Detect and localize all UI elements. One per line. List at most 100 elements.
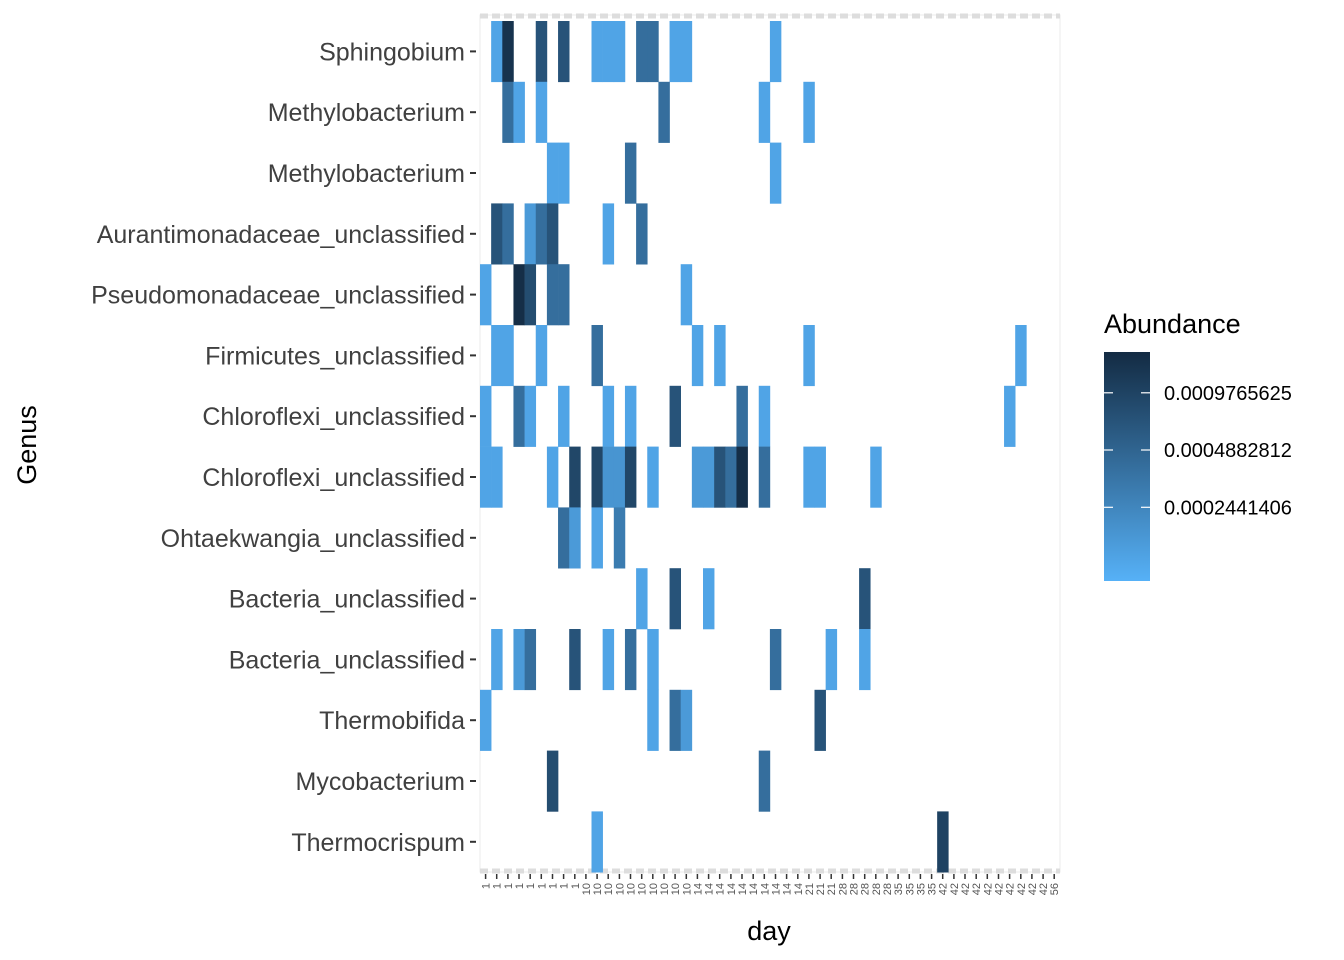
heatmap-cell: [636, 203, 648, 265]
heatmap-cell: [680, 21, 693, 83]
heatmap-cell: [502, 203, 514, 265]
heatmap-cell: [502, 81, 514, 143]
heatmap-cell: [714, 446, 726, 508]
heatmap-cell: [758, 446, 771, 508]
heatmap-cell: [703, 446, 715, 508]
x-tick-label: 28: [849, 883, 861, 895]
x-tick-label: 28: [860, 883, 872, 895]
x-tick-label: 1: [514, 883, 526, 889]
heatmap-cell: [658, 81, 670, 143]
x-tick-label: 1: [536, 883, 548, 889]
y-tick-label: Sphingobium: [319, 38, 465, 66]
heatmap-cell: [591, 811, 603, 873]
heatmap-cell: [546, 142, 559, 204]
heatmap-cell: [491, 629, 503, 691]
x-axis-ticks: 1 1 1 1 1 1 1 1 1 10 10 10 10 10 10 10 10 10 10 14 14 14 14 14 1…: [481, 874, 1061, 895]
heatmap-cells: [480, 21, 1027, 873]
x-tick-label: 28: [837, 883, 849, 895]
heatmap-cell: [535, 203, 548, 265]
y-tick-label: Chloroflexi_unclassified: [202, 403, 465, 431]
x-tick-label: 14: [715, 883, 727, 895]
legend-tick-label: 0.0002441406: [1164, 497, 1292, 519]
heatmap-cell: [513, 81, 525, 143]
heatmap-cell: [513, 385, 525, 447]
heatmap-cell: [502, 21, 514, 83]
heatmap-cell: [591, 507, 603, 569]
x-tick-label: 10: [581, 883, 593, 895]
x-tick-label: 42: [1016, 883, 1028, 895]
x-tick-label: 1: [548, 883, 560, 889]
heatmap-cell: [691, 446, 704, 508]
heatmap-cell: [825, 629, 838, 691]
x-tick-label: 21: [804, 883, 816, 895]
x-tick-label: 10: [603, 883, 615, 895]
heatmap-cell: [480, 264, 492, 326]
x-tick-label: 14: [793, 883, 805, 895]
x-tick-label: 21: [815, 883, 827, 895]
x-tick-label: 56: [1049, 883, 1061, 895]
x-tick-label: 42: [971, 883, 983, 895]
heatmap-cell: [1015, 325, 1027, 387]
heatmap-cell: [558, 264, 570, 326]
heatmap-cell: [558, 385, 570, 447]
heatmap-cell: [613, 21, 626, 83]
x-tick-label: 21: [826, 883, 838, 895]
heatmap-cell: [535, 81, 548, 143]
y-tick-label: Chloroflexi_unclassified: [202, 464, 465, 492]
x-tick-label: 10: [626, 883, 638, 895]
heatmap-cell: [691, 325, 704, 387]
x-tick-label: 1: [503, 883, 515, 889]
x-tick-label: 14: [737, 883, 749, 895]
heatmap-cell: [491, 203, 503, 265]
heatmap-cell: [524, 264, 537, 326]
heatmap-cell: [480, 446, 492, 508]
heatmap-cell: [602, 446, 615, 508]
heatmap-cell: [546, 750, 559, 812]
heatmap-cell: [624, 142, 637, 204]
y-tick-label: Thermocrispum: [291, 829, 465, 857]
heatmap-cell: [814, 446, 826, 508]
heatmap-cell: [758, 385, 771, 447]
heatmap-cell: [524, 203, 537, 265]
heatmap-cell: [480, 385, 492, 447]
heatmap-cell: [491, 446, 503, 508]
legend: Abundance 0.0009765625 0.0004882812 0.0002…: [1104, 309, 1292, 581]
legend-tick-label: 0.0009765625: [1164, 383, 1292, 405]
heatmap-cell: [491, 21, 503, 83]
heatmap-cell: [613, 507, 626, 569]
legend-title: Abundance: [1104, 309, 1241, 339]
x-tick-label: 14: [759, 883, 771, 895]
heatmap-cell: [803, 446, 815, 508]
legend-tick-label: 0.0004882812: [1164, 440, 1292, 462]
heatmap-cell: [513, 264, 525, 326]
heatmap-cell: [669, 21, 681, 83]
heatmap-cell: [736, 446, 748, 508]
heatmap-cell: [558, 507, 570, 569]
heatmap-cell: [569, 446, 581, 508]
x-tick-label: 1: [525, 883, 537, 889]
heatmap-cell: [491, 325, 503, 387]
heatmap-cell: [602, 385, 615, 447]
x-tick-label: 10: [659, 883, 671, 895]
heatmap-cell: [636, 21, 648, 83]
y-axis-labels: Sphingobium Methylobacterium Methylobacter…: [91, 38, 476, 857]
heatmap-cell: [1004, 385, 1016, 447]
heatmap-cell: [569, 507, 581, 569]
heatmap-cell: [524, 385, 537, 447]
x-tick-label: 35: [904, 883, 916, 895]
y-tick-label: Bacteria_unclassified: [229, 586, 465, 614]
heatmap-cell: [859, 629, 871, 691]
heatmap-cell: [546, 446, 559, 508]
heatmap-cell: [736, 385, 748, 447]
heatmap-cell: [680, 264, 693, 326]
heatmap-cell: [758, 750, 771, 812]
x-axis-title: day: [747, 916, 791, 946]
x-tick-label: 14: [726, 883, 738, 895]
x-tick-label: 1: [570, 883, 582, 889]
x-tick-label: 35: [927, 883, 939, 895]
x-tick-label: 42: [938, 883, 950, 895]
heatmap-cell: [569, 629, 581, 691]
heatmap-cell: [769, 629, 782, 691]
heatmap-cell: [714, 325, 726, 387]
